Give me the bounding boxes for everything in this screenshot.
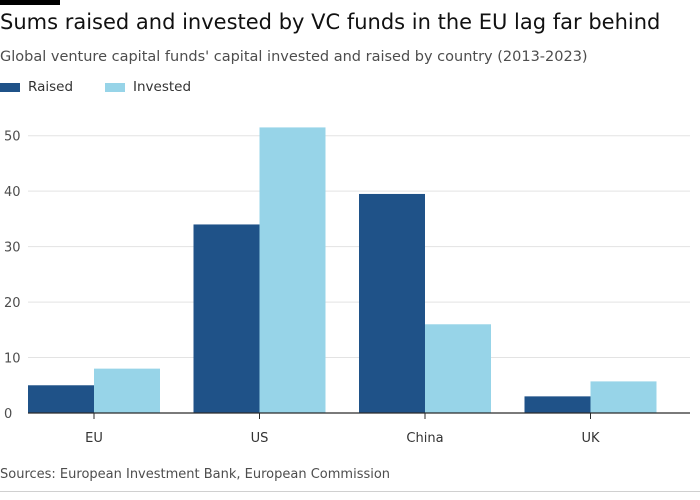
bar-invested-us bbox=[259, 127, 326, 413]
legend-item-raised: Raised bbox=[0, 79, 73, 95]
legend-swatch-invested bbox=[105, 82, 126, 92]
bar-chart: 0 10 20 30 40 50 EU US China UK bbox=[4, 127, 690, 446]
legend-label-raised: Raised bbox=[28, 79, 74, 95]
y-tick-label: 40 bbox=[4, 185, 21, 200]
legend: Raised Invested bbox=[0, 79, 223, 95]
y-tick-label: 20 bbox=[4, 296, 21, 311]
legend-swatch-raised bbox=[0, 82, 20, 92]
x-tick-label: EU bbox=[85, 431, 103, 446]
x-tick-label: UK bbox=[581, 431, 600, 446]
bar-raised-eu bbox=[28, 385, 94, 413]
chart-title: Sums raised and invested by VC funds in … bbox=[0, 10, 661, 34]
bar-raised-china bbox=[359, 193, 425, 413]
bar-raised-uk bbox=[524, 396, 591, 413]
legend-label-invested: Invested bbox=[133, 79, 192, 95]
y-tick-label: 0 bbox=[4, 407, 12, 422]
y-tick-label: 10 bbox=[4, 352, 21, 367]
bar-invested-eu bbox=[94, 368, 160, 413]
source-note: Sources: European Investment Bank, Europ… bbox=[0, 467, 391, 482]
x-tick-label: US bbox=[251, 431, 269, 446]
legend-item-invested: Invested bbox=[105, 79, 191, 95]
bar-invested-china bbox=[425, 324, 491, 413]
y-tick-label: 30 bbox=[4, 241, 21, 256]
y-tick-label: 50 bbox=[4, 130, 21, 145]
top-rule bbox=[0, 0, 60, 5]
bottom-rule bbox=[0, 491, 700, 492]
bar-raised-us bbox=[193, 224, 260, 413]
x-tick-label: China bbox=[406, 431, 443, 446]
chart-subtitle: Global venture capital funds' capital in… bbox=[0, 49, 588, 65]
bar-invested-uk bbox=[590, 381, 657, 413]
